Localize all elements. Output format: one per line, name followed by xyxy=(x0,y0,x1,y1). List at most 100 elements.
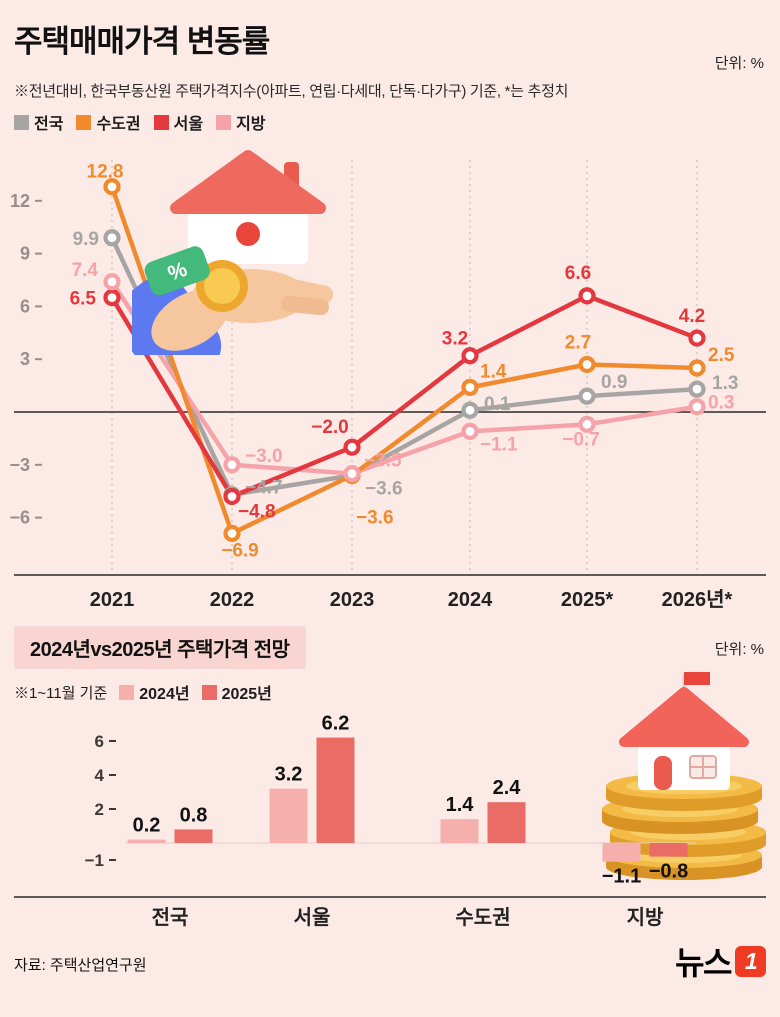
bar-value-label: 3.2 xyxy=(275,764,303,786)
value-label-metro: −3.6 xyxy=(356,507,394,528)
x-tick-label: 전국 xyxy=(152,906,189,929)
legend-label: 서울 xyxy=(173,116,204,133)
bar-value-label: 0.2 xyxy=(133,815,161,837)
legend-item-seoul: 서울 xyxy=(153,110,204,134)
data-point-national xyxy=(688,380,706,398)
value-label-regional: −3.0 xyxy=(245,446,283,467)
bar-value-label: 6.2 xyxy=(322,713,350,735)
series-line-national xyxy=(109,235,700,497)
bar-2024년-전국 xyxy=(127,839,166,843)
data-point-metro xyxy=(578,355,596,374)
data-point-national xyxy=(461,401,479,419)
value-label-metro: 1.4 xyxy=(480,361,507,382)
legend-item-2024: 2024년 xyxy=(119,680,190,704)
news1-logo-text: 뉴스 xyxy=(675,945,732,981)
data-point-seoul xyxy=(223,487,241,506)
bar-value-label: −0.8 xyxy=(649,861,688,883)
data-point-regional xyxy=(578,415,596,433)
value-label-regional: 0.3 xyxy=(708,393,734,414)
y-tick-label: 6 xyxy=(20,296,30,316)
bar-chart-legend: ※1~11월 기준 2024년 2025년 xyxy=(14,680,272,704)
hand-holding-house-illustration: % xyxy=(132,150,334,355)
bar-2024년-서울 xyxy=(269,788,308,843)
series-line-seoul xyxy=(109,293,700,499)
value-label-national: 1.3 xyxy=(712,373,738,394)
data-point-regional xyxy=(461,422,479,440)
legend-label: 2025년 xyxy=(221,686,272,703)
x-tick-label: 수도권 xyxy=(455,906,510,929)
x-tick-label: 2026년* xyxy=(662,588,733,611)
data-point-national xyxy=(103,229,121,247)
bar-2025년-서울 xyxy=(316,737,355,843)
house-icon xyxy=(619,672,749,790)
value-label-regional: −1.1 xyxy=(480,434,518,455)
x-tick-label: 지방 xyxy=(627,906,664,929)
value-label-national: −4.7 xyxy=(245,478,283,499)
bar-chart: 6 4 2 −1 0.2 3.2 1.4 −1.1 0.8 6.2 2.4 −0.8 전국 서울 수도권 지방 xyxy=(14,713,766,929)
data-point-metro xyxy=(461,378,479,396)
data-point-regional xyxy=(688,398,706,416)
value-label-national: 9.9 xyxy=(73,229,99,250)
bar-2025년-전국 xyxy=(174,829,213,843)
data-point-metro xyxy=(223,524,241,543)
data-point-regional xyxy=(103,273,121,291)
value-label-regional: −3.5 xyxy=(364,451,402,472)
data-point-metro xyxy=(688,359,706,377)
bar-2025년-지방 xyxy=(649,843,688,857)
bar-2025년-수도권 xyxy=(487,802,526,843)
data-point-seoul xyxy=(103,289,121,307)
value-label-regional: 7.4 xyxy=(72,260,99,281)
data-point-seoul xyxy=(461,347,479,365)
bar-value-label: −1.1 xyxy=(602,866,641,888)
legend-swatch xyxy=(153,114,169,130)
bar-chart-note: ※1~11월 기준 xyxy=(14,684,108,702)
news1-logo-badge: 1 xyxy=(735,945,766,977)
legend-swatch xyxy=(76,114,92,130)
legend-label: 지방 xyxy=(236,116,266,133)
x-tick-label: 서울 xyxy=(294,906,331,929)
value-label-seoul: −2.0 xyxy=(311,417,349,438)
bar-2024년-수도권 xyxy=(440,819,479,843)
data-source: 자료: 주택산업연구원 xyxy=(14,957,147,974)
section-title: 2024년vs2025년 주택가격 전망 xyxy=(14,626,306,669)
value-label-seoul: 3.2 xyxy=(442,329,468,350)
percent-tag-icon: % xyxy=(144,246,210,296)
y-tick-label: 3 xyxy=(20,349,30,369)
value-label-metro: 12.8 xyxy=(87,162,124,183)
series-line-regional xyxy=(109,279,700,476)
source-note: ※전년대비, 한국부동산원 주택가격지수(아파트, 연립·다세대, 단독·다가구… xyxy=(14,83,569,100)
data-point-seoul xyxy=(343,438,361,456)
value-label-regional: −0.7 xyxy=(562,429,600,450)
house-icon xyxy=(170,150,326,264)
legend-item-2025: 2025년 xyxy=(201,680,272,704)
y-tick-label: 9 xyxy=(20,244,30,264)
legend-label: 수도권 xyxy=(96,116,141,133)
value-label-national: −3.6 xyxy=(365,478,403,499)
y-tick-label: −3 xyxy=(9,455,30,475)
data-point-seoul xyxy=(688,329,706,347)
value-label-metro: −6.9 xyxy=(221,540,259,561)
x-tick-label: 2023 xyxy=(330,589,375,611)
value-label-seoul: 6.5 xyxy=(70,289,97,310)
x-tick-label: 2022 xyxy=(210,589,255,611)
bar-value-label: 2.4 xyxy=(493,777,522,799)
value-label-seoul: 6.6 xyxy=(565,263,591,284)
value-label-seoul: −4.8 xyxy=(238,501,276,522)
value-label-national: 0.1 xyxy=(484,394,511,415)
legend-item-metro: 수도권 xyxy=(76,110,141,134)
legend-swatch xyxy=(119,684,135,700)
value-label-metro: 2.5 xyxy=(708,345,735,366)
data-point-metro xyxy=(103,178,121,196)
y-tick-label: 12 xyxy=(10,191,30,211)
x-tick-label: 2024 xyxy=(448,589,493,611)
fingers-icon xyxy=(281,295,329,316)
bar-value-label: 0.8 xyxy=(180,804,208,826)
legend-label: 2024년 xyxy=(139,686,190,703)
y-tick-label: 4 xyxy=(95,766,105,785)
fingers-icon xyxy=(277,277,334,304)
section-title-text: 2024년vs2025년 주택가격 전망 xyxy=(30,639,290,661)
data-point-seoul xyxy=(578,287,596,305)
legend-item-regional: 지방 xyxy=(216,110,266,134)
data-point-regional xyxy=(223,456,241,474)
